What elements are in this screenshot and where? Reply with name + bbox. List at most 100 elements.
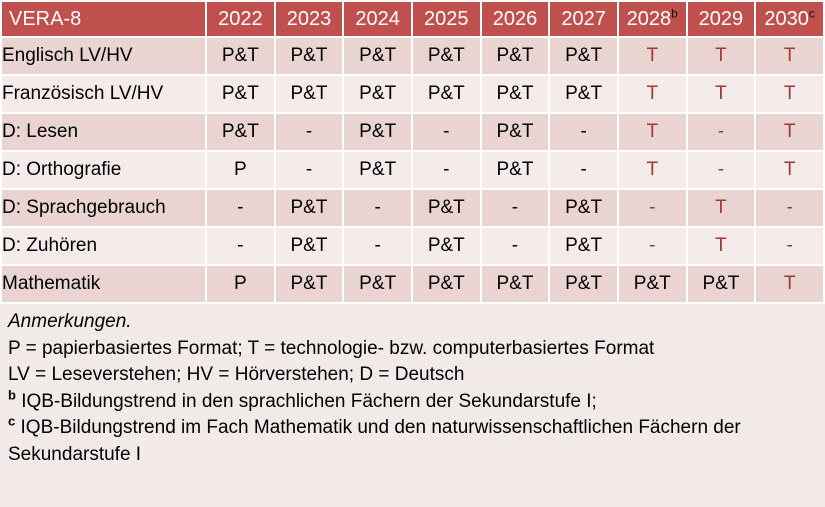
value-cell: P&T	[344, 266, 411, 302]
footnote-b-marker: b	[8, 387, 16, 403]
value-cell: P&T	[275, 38, 343, 74]
value-cell: T	[687, 190, 755, 226]
note-abbreviation-legend: LV = Leseverstehen; HV = Hörverstehen; D…	[8, 364, 465, 386]
table-row: Französisch LV/HV P&T P&T P&T P&T P&T P&T T T T	[2, 76, 823, 112]
value-cell: P&T	[275, 190, 343, 226]
value-cell: P&T	[275, 76, 343, 112]
footnote-b-text: IQB-Bildungstrend in den sprachlichen Fä…	[21, 390, 597, 412]
value-cell: T	[618, 114, 686, 150]
column-header-2028: 2028b	[618, 2, 686, 36]
value-cell: T	[756, 114, 823, 150]
table-row: D: Sprachgebrauch - P&T - P&T - P&T - T -	[2, 190, 823, 226]
value-cell: P&T	[481, 114, 549, 150]
value-cell: P&T	[412, 228, 480, 264]
value-cell: P&T	[481, 38, 549, 74]
table-row: D: Lesen P&T - P&T - P&T - T - T	[2, 114, 823, 150]
value-cell: P&T	[481, 152, 549, 188]
value-cell: P&T	[550, 228, 617, 264]
value-cell: P&T	[412, 190, 480, 226]
column-header-2030: 2030c	[756, 2, 823, 36]
value-cell: -	[756, 190, 823, 226]
row-label: Englisch LV/HV	[2, 38, 205, 74]
value-cell: -	[412, 114, 480, 150]
row-label: D: Orthografie	[2, 152, 205, 188]
value-cell: T	[618, 152, 686, 188]
column-header-superscript: c	[808, 5, 815, 20]
footnote-c-marker: c	[8, 414, 16, 430]
notes-block: Anmerkungen. P = papierbasiertes Format;…	[0, 304, 778, 469]
row-label: D: Lesen	[2, 114, 205, 150]
table-row: Englisch LV/HV P&T P&T P&T P&T P&T P&T T T T	[2, 38, 823, 74]
value-cell: P&T	[344, 152, 411, 188]
value-cell: P&T	[550, 190, 617, 226]
value-cell: P&T	[412, 76, 480, 112]
value-cell: -	[275, 152, 343, 188]
value-cell: -	[207, 228, 274, 264]
value-cell: T	[756, 152, 823, 188]
column-header-2022: 2022	[207, 2, 274, 36]
column-header-2024: 2024	[344, 2, 411, 36]
column-header-2027: 2027	[550, 2, 617, 36]
value-cell: P&T	[481, 76, 549, 112]
row-label: Mathematik	[2, 266, 205, 302]
value-cell: P	[207, 266, 274, 302]
value-cell: P&T	[207, 38, 274, 74]
value-cell: P&T	[344, 114, 411, 150]
value-cell: P	[207, 152, 274, 188]
value-cell: -	[687, 152, 755, 188]
value-cell: P&T	[344, 76, 411, 112]
value-cell: T	[756, 76, 823, 112]
notes-heading: Anmerkungen.	[8, 311, 132, 332]
table-title: VERA-8	[2, 2, 205, 36]
column-header-2025: 2025	[412, 2, 480, 36]
table-header-row: VERA-8 2022 2023 2024 2025 2026 2027 2028b 2029 2…	[2, 2, 823, 36]
row-label: D: Sprachgebrauch	[2, 190, 205, 226]
value-cell: T	[756, 38, 823, 74]
table-row: Mathematik P P&T P&T P&T P&T P&T P&T P&T T	[2, 266, 823, 302]
value-cell: P&T	[207, 76, 274, 112]
value-cell: -	[344, 228, 411, 264]
value-cell: -	[687, 114, 755, 150]
value-cell: -	[618, 190, 686, 226]
value-cell: T	[687, 76, 755, 112]
row-label: Französisch LV/HV	[2, 76, 205, 112]
column-header-2023: 2023	[275, 2, 343, 36]
value-cell: P&T	[550, 38, 617, 74]
value-cell: P&T	[687, 266, 755, 302]
value-cell: -	[756, 228, 823, 264]
value-cell: -	[618, 228, 686, 264]
value-cell: P&T	[275, 266, 343, 302]
value-cell: P&T	[412, 38, 480, 74]
value-cell: -	[344, 190, 411, 226]
vera8-schedule-table: VERA-8 2022 2023 2024 2025 2026 2027 2028b 2029 2…	[0, 0, 825, 304]
column-header-superscript: b	[671, 5, 678, 20]
value-cell: P&T	[481, 266, 549, 302]
value-cell: P&T	[618, 266, 686, 302]
table-row: D: Orthografie P - P&T - P&T - T - T	[2, 152, 823, 188]
column-header-2026: 2026	[481, 2, 549, 36]
value-cell: -	[275, 114, 343, 150]
footnote-c-text: IQB-Bildungstrend im Fach Mathematik und…	[8, 417, 741, 465]
value-cell: P&T	[412, 266, 480, 302]
column-header-2029: 2029	[687, 2, 755, 36]
value-cell: -	[550, 114, 617, 150]
value-cell: -	[412, 152, 480, 188]
table-row: D: Zuhören - P&T - P&T - P&T - T -	[2, 228, 823, 264]
note-format-legend: P = papierbasiertes Format; T = technolo…	[8, 337, 655, 359]
value-cell: P&T	[207, 114, 274, 150]
value-cell: T	[618, 38, 686, 74]
value-cell: T	[687, 38, 755, 74]
footnote-c: c IQB-Bildungstrend im Fach Mathematik u…	[8, 415, 770, 468]
value-cell: P&T	[550, 266, 617, 302]
footnote-b: b IQB-Bildungstrend in den sprachlichen …	[8, 387, 770, 416]
value-cell: -	[207, 190, 274, 226]
value-cell: T	[618, 76, 686, 112]
value-cell: T	[756, 266, 823, 302]
value-cell: T	[687, 228, 755, 264]
value-cell: P&T	[275, 228, 343, 264]
value-cell: -	[550, 152, 617, 188]
row-label: D: Zuhören	[2, 228, 205, 264]
value-cell: P&T	[550, 76, 617, 112]
value-cell: -	[481, 228, 549, 264]
